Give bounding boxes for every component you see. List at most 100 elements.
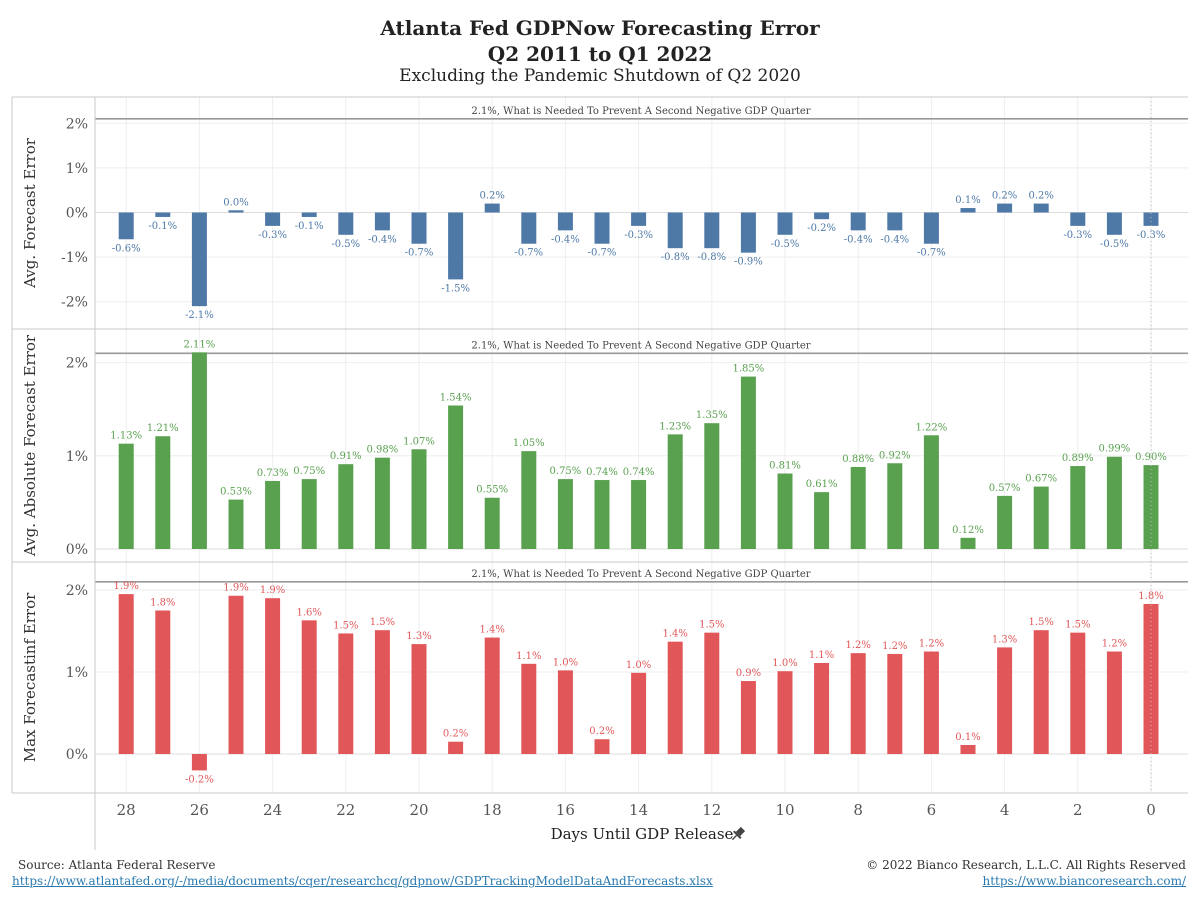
reference-line-label: 2.1%, What is Needed To Prevent A Second… [471, 106, 810, 117]
data-label: -0.4% [844, 234, 873, 245]
data-label: -0.4% [368, 234, 397, 245]
data-label: 0.57% [989, 483, 1021, 494]
data-label: 0.67% [1025, 474, 1057, 485]
data-label: -1.5% [441, 283, 470, 294]
bar [1033, 486, 1049, 549]
data-label: 1.23% [659, 421, 691, 432]
data-label: -0.6% [112, 243, 141, 254]
x-tick-label: 0 [1146, 801, 1156, 819]
bar [997, 203, 1013, 213]
y-axis-title: Avg. Absolute Forecast Error [21, 334, 39, 557]
data-label: 1.0% [626, 660, 651, 671]
y-tick-label: 2% [66, 356, 88, 372]
data-label: -0.7% [588, 248, 617, 259]
bar [887, 212, 903, 231]
bar [448, 741, 464, 754]
chart-title: Atlanta Fed GDPNow Forecasting Error [380, 16, 820, 40]
bar [521, 451, 537, 549]
data-label: 1.35% [696, 410, 728, 421]
bar [960, 744, 976, 754]
y-tick-label: 1% [66, 665, 88, 681]
y-axis-title: Avg. Forecast Error [21, 137, 39, 289]
bar [301, 479, 317, 549]
bar [374, 457, 390, 549]
data-label: -0.8% [661, 252, 690, 263]
data-label: 1.3% [992, 634, 1017, 645]
bar [814, 212, 830, 220]
data-label: 1.8% [1138, 591, 1163, 602]
data-label: 0.2% [443, 729, 468, 740]
data-label: 1.0% [772, 658, 797, 669]
bar [923, 651, 939, 754]
bar [1106, 212, 1122, 235]
bar [338, 464, 354, 549]
bar [557, 479, 573, 549]
data-label: 1.6% [296, 607, 321, 618]
x-tick-label: 26 [190, 801, 209, 819]
bar [118, 443, 134, 549]
data-label: 0.74% [586, 467, 618, 478]
data-label: 1.54% [440, 392, 472, 403]
data-label: 0.75% [293, 466, 325, 477]
source-link[interactable]: https://www.atlantafed.org/-/media/docum… [12, 874, 713, 888]
bar [301, 620, 317, 754]
y-tick-label: 2% [66, 116, 88, 132]
data-label: -0.3% [1063, 230, 1092, 241]
bar [155, 610, 171, 754]
bar [484, 637, 500, 754]
bar [704, 632, 720, 754]
data-label: -0.2% [185, 774, 214, 785]
bar [484, 497, 500, 549]
x-tick-label: 18 [483, 801, 502, 819]
bar [1143, 465, 1159, 549]
bar [594, 212, 610, 244]
bar [411, 644, 427, 754]
data-label: 0.1% [955, 195, 980, 206]
data-label: -0.5% [771, 239, 800, 250]
bar [557, 670, 573, 754]
bar [228, 499, 244, 549]
bar [1070, 466, 1086, 549]
bar [1143, 603, 1159, 754]
data-label: 1.9% [260, 585, 285, 596]
data-label: -0.7% [917, 248, 946, 259]
y-tick-label: 1% [66, 449, 88, 465]
reference-line-label: 2.1%, What is Needed To Prevent A Second… [471, 569, 810, 580]
x-tick-label: 4 [1000, 801, 1010, 819]
copyright-link[interactable]: https://www.biancoresearch.com/ [982, 874, 1186, 888]
bar [631, 480, 647, 549]
bar [997, 495, 1013, 549]
data-label: 1.8% [150, 598, 175, 609]
bar [1106, 456, 1122, 549]
data-label: 1.2% [882, 641, 907, 652]
bar [740, 212, 756, 253]
bar [631, 672, 647, 754]
bar [301, 212, 317, 217]
bar [1033, 630, 1049, 754]
data-label: -0.3% [624, 230, 653, 241]
bar [923, 212, 939, 244]
bar [374, 212, 390, 231]
data-label: 0.89% [1062, 453, 1094, 464]
bar [191, 352, 207, 549]
bar [594, 480, 610, 549]
data-label: 0.1% [955, 732, 980, 743]
data-label: -0.2% [807, 223, 836, 234]
x-tick-label: 8 [853, 801, 863, 819]
data-label: 0.61% [806, 479, 838, 490]
data-label: 1.21% [147, 423, 179, 434]
bar [411, 212, 427, 244]
bar [960, 208, 976, 213]
data-label: -0.7% [405, 248, 434, 259]
bar [338, 212, 354, 235]
data-label: -0.5% [331, 239, 360, 250]
bar [814, 492, 830, 549]
data-label: 1.13% [110, 431, 142, 442]
bar [777, 671, 793, 754]
bar [521, 212, 537, 244]
data-label: 1.05% [513, 438, 545, 449]
y-tick-label: 1% [66, 161, 88, 177]
bar [704, 423, 720, 549]
data-label: 1.1% [809, 650, 834, 661]
